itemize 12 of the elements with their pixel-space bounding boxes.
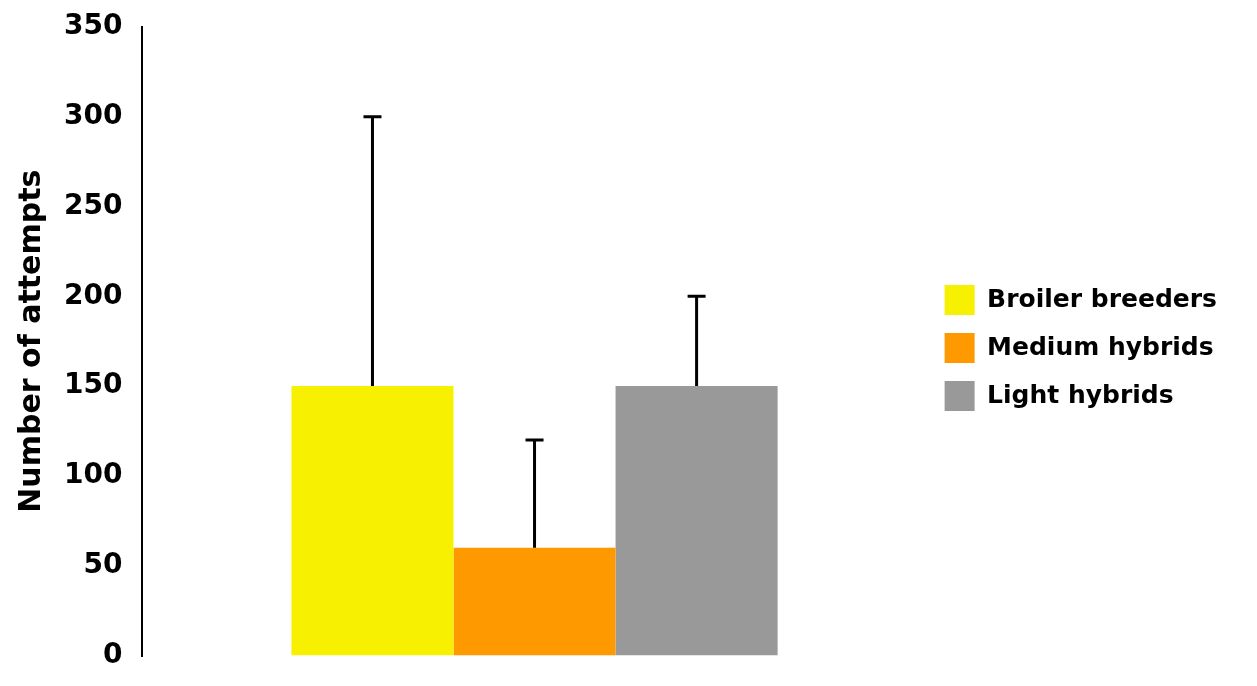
legend-label: Broiler breeders [987, 283, 1218, 313]
y-tick-label: 250 [63, 187, 123, 221]
y-tick-label: 350 [63, 8, 123, 42]
y-axis-title: Number of attempts [11, 169, 47, 513]
legend-label: Medium hybrids [987, 331, 1214, 361]
y-tick-label: 0 [102, 636, 123, 670]
y-tick-label: 100 [63, 457, 123, 491]
y-tick-label: 150 [63, 367, 123, 401]
y-tick-label: 200 [63, 277, 123, 311]
legend-label: Light hybrids [987, 379, 1174, 409]
y-tick-label: 50 [83, 547, 123, 581]
y-tick-label: 300 [63, 97, 123, 131]
